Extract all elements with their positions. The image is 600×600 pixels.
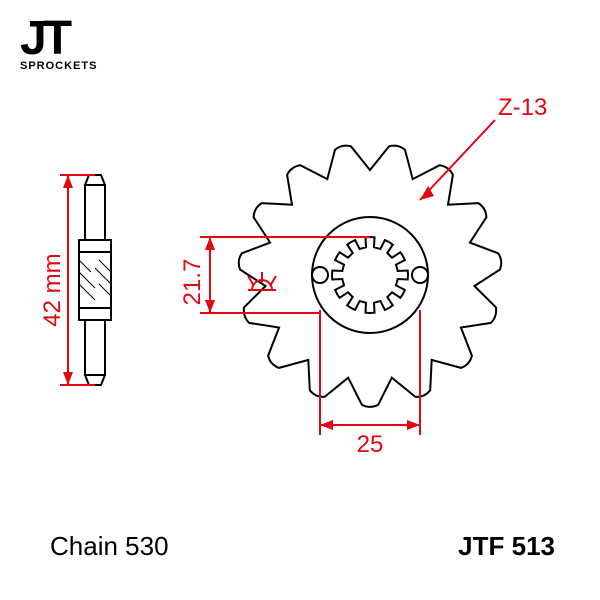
dim-spline-text: 21.7 — [179, 259, 206, 306]
technical-drawing: 42 mm Z-13 21.7 25 Chain 530 JTF 513 — [0, 0, 600, 600]
sprocket-front-view — [239, 146, 502, 407]
callout-text: Z-13 — [498, 94, 547, 121]
side-view — [79, 175, 111, 385]
callout-z13: Z-13 — [420, 94, 547, 200]
dim-bolt-text: 25 — [357, 431, 384, 458]
dim-length-text: 42 mm — [39, 253, 66, 326]
spline-symbol — [248, 272, 276, 290]
part-number: JTF 513 — [458, 531, 555, 561]
dim-spline-dia: 21.7 — [179, 237, 370, 313]
chain-label: Chain 530 — [50, 531, 169, 561]
